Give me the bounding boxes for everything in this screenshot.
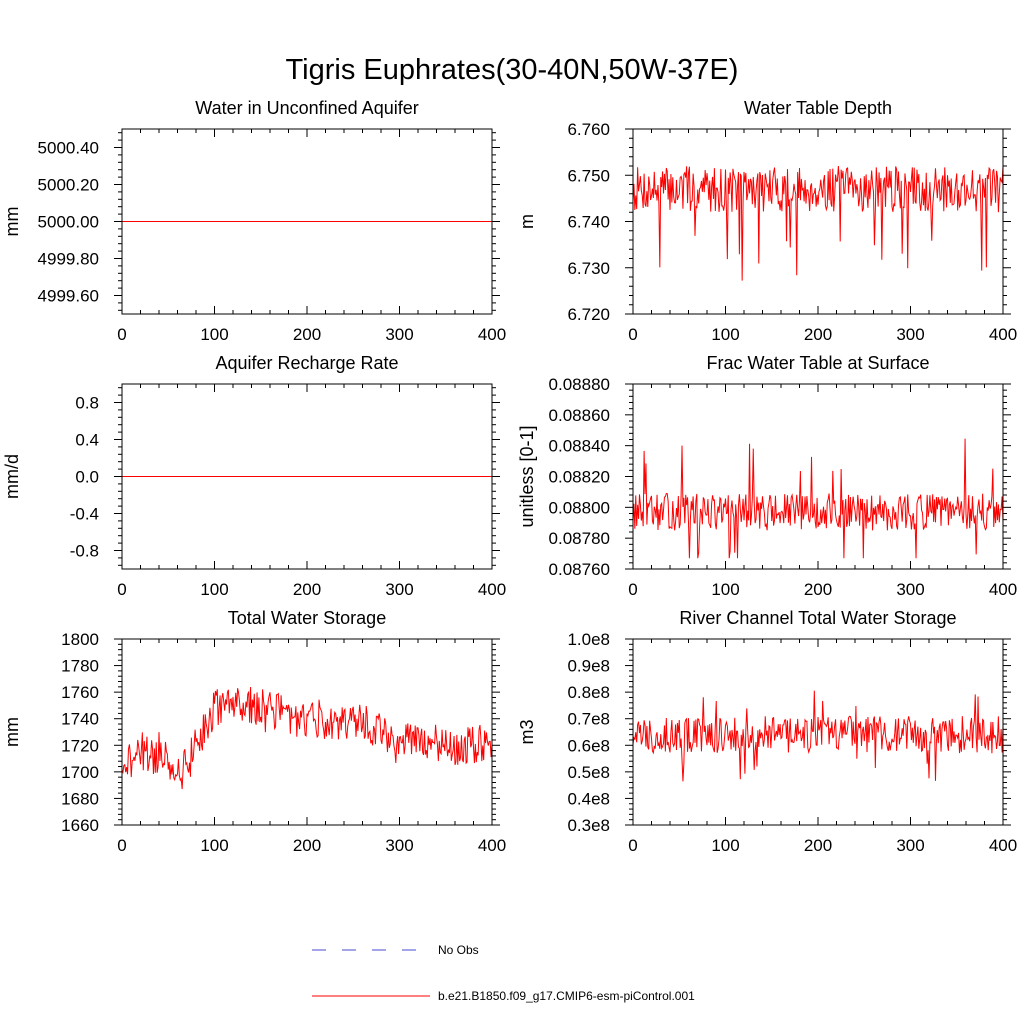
y-tick-label: 0.7e8 [567, 710, 610, 729]
panel-water-table-depth: Water Table Depth m 0 100 200 300 400 6.720 6.73… [517, 98, 1017, 344]
y-tick-label: 6.760 [567, 120, 610, 139]
panel-total-water-storage: Total Water Storage mm 0 100 200 300 400 1660 16… [2, 608, 506, 855]
x-tick-label: 400 [989, 325, 1017, 344]
y-tick-label: 5000.20 [38, 176, 99, 195]
y-tick-label: 1760 [61, 683, 99, 702]
plot-frame [632, 128, 1004, 315]
x-tick-label: 0 [117, 836, 126, 855]
x-tick-label: 200 [804, 325, 832, 344]
y-tick-label: 1740 [61, 710, 99, 729]
series-line [632, 438, 1004, 559]
x-tick-label: 300 [385, 580, 413, 599]
x-tick-label: 300 [385, 325, 413, 344]
y-axis-label: mm/d [2, 454, 22, 499]
x-tick-label: 100 [200, 836, 228, 855]
panel-title: Frac Water Table at Surface [706, 353, 929, 373]
panel-title: Water Table Depth [744, 98, 892, 118]
y-tick-label: 6.720 [567, 305, 610, 324]
x-tick-label: 200 [293, 836, 321, 855]
panel-aquifer-recharge-rate: Aquifer Recharge Rate mm/d 0 100 200 300 400 -0… [2, 353, 506, 599]
y-tick-label: 0.3e8 [567, 816, 610, 835]
legend: No Obs b.e21.B1850.f09_g17.CMIP6-esm-piC… [312, 943, 695, 1003]
panel-title: Aquifer Recharge Rate [215, 353, 398, 373]
y-tick-label: 1720 [61, 736, 99, 755]
x-tick-label: 0 [628, 836, 637, 855]
x-tick-label: 300 [896, 325, 924, 344]
y-tick-label: -0.4 [70, 505, 99, 524]
x-tick-label: 100 [200, 580, 228, 599]
y-tick-label: 6.750 [567, 166, 610, 185]
x-tick-label: 100 [711, 836, 739, 855]
y-tick-label: 0.4 [75, 431, 99, 450]
y-tick-label: 6.740 [567, 213, 610, 232]
y-tick-label: 0.8 [75, 394, 99, 413]
x-tick-label: 400 [989, 836, 1017, 855]
panel-title: Water in Unconfined Aquifer [195, 98, 418, 118]
series-line [632, 166, 1004, 281]
x-tick-label: 300 [896, 580, 924, 599]
x-tick-label: 100 [200, 325, 228, 344]
y-tick-label: 0.5e8 [567, 763, 610, 782]
x-tick-label: 100 [711, 580, 739, 599]
y-tick-label: 1.0e8 [567, 630, 610, 649]
y-tick-label: 1800 [61, 630, 99, 649]
panel-river-channel-total-water-storage: River Channel Total Water Storage m3 0 100 2… [517, 608, 1017, 855]
y-tick-label: 1780 [61, 657, 99, 676]
y-tick-label: 0.08760 [549, 560, 610, 579]
x-tick-label: 100 [711, 325, 739, 344]
y-tick-label: 0.08800 [549, 498, 610, 517]
y-tick-label: 0.08780 [549, 529, 610, 548]
x-tick-label: 200 [804, 580, 832, 599]
y-tick-label: 0.9e8 [567, 657, 610, 676]
y-tick-label: 0.8e8 [567, 683, 610, 702]
y-tick-label: 0.6e8 [567, 736, 610, 755]
y-axis-label: unitless [0-1] [517, 425, 537, 527]
panel-title: Total Water Storage [228, 608, 386, 628]
y-tick-label: 5000.40 [38, 139, 99, 158]
x-tick-label: 0 [628, 580, 637, 599]
y-axis-label: mm [2, 207, 22, 237]
y-tick-label: 5000.00 [38, 213, 99, 232]
x-tick-label: 200 [293, 580, 321, 599]
x-tick-label: 0 [117, 325, 126, 344]
y-axis-label: mm [2, 717, 22, 747]
series-line [121, 686, 493, 790]
legend-label-model: b.e21.B1850.f09_g17.CMIP6-esm-piControl.… [438, 989, 695, 1003]
y-tick-label: 0.4e8 [567, 789, 610, 808]
y-axis-label: m [517, 214, 537, 229]
y-tick-label: 4999.60 [38, 287, 99, 306]
y-tick-label: 1660 [61, 816, 99, 835]
legend-label-no-obs: No Obs [438, 943, 479, 957]
y-tick-label: 1680 [61, 789, 99, 808]
y-tick-label: -0.8 [70, 542, 99, 561]
panel-title: River Channel Total Water Storage [679, 608, 956, 628]
y-tick-label: 1700 [61, 763, 99, 782]
y-tick-label: 4999.80 [38, 250, 99, 269]
y-tick-label: 0.08820 [549, 468, 610, 487]
y-tick-label: 0.0 [75, 468, 99, 487]
panel-frac-water-table-at-surface: Frac Water Table at Surface unitless [0-1… [517, 353, 1017, 599]
x-tick-label: 400 [478, 836, 506, 855]
y-tick-label: 0.08840 [549, 437, 610, 456]
x-tick-label: 200 [804, 836, 832, 855]
figure-title: Tigris Euphrates(30-40N,50W-37E) [286, 54, 739, 86]
y-tick-label: 6.730 [567, 259, 610, 278]
x-tick-label: 300 [896, 836, 924, 855]
x-tick-label: 300 [385, 836, 413, 855]
x-tick-label: 400 [989, 580, 1017, 599]
series-line [632, 690, 1004, 782]
x-tick-label: 400 [478, 580, 506, 599]
panel-water-in-unconfined-aquifer: Water in Unconfined Aquifer mm 0 100 200 300 4… [2, 98, 506, 344]
y-tick-label: 0.08860 [549, 406, 610, 425]
y-axis-label: m3 [517, 719, 537, 744]
x-tick-label: 0 [628, 325, 637, 344]
x-tick-label: 0 [117, 580, 126, 599]
x-tick-label: 200 [293, 325, 321, 344]
x-tick-label: 400 [478, 325, 506, 344]
y-tick-label: 0.08880 [549, 375, 610, 394]
